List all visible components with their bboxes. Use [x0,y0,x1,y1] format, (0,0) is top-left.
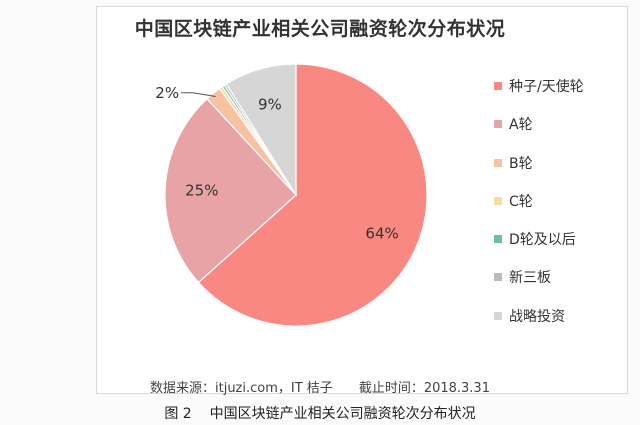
source-line: 数据来源：itjuzi.com，IT 桔子 截止时间：2018.3.31 [0,377,640,396]
legend-swatch-6 [494,311,502,320]
chart-legend: 种子/天使轮 A轮 B轮 C轮 D轮及以后新三板战略投资 [494,74,624,342]
figure-caption: 图 2 中国区块链产业相关公司融资轮次分布状况 [0,403,640,423]
pie-slice-6 [225,63,297,198]
legend-label-6: 战略投资 [509,308,565,325]
data-label-0: 64% [365,225,398,243]
legend-item-4: D轮及以后 [494,227,624,265]
chart-title: 中国区块链产业相关公司融资轮次分布状况 [134,18,506,40]
legend-item-0: 种子/天使轮 [494,74,624,112]
legend-item-1: A轮 [494,112,624,150]
legend-item-3: C轮 [494,189,624,227]
legend-label-4: D轮及以后 [509,232,576,249]
figure-caption-text: 中国区块链产业相关公司融资轮次分布状况 [209,406,476,422]
leader-line-2 [181,92,216,97]
legend-swatch-3 [494,196,502,205]
pie-slice-0 [197,63,428,327]
legend-item-2: B轮 [494,151,624,189]
legend-swatch-0 [494,82,502,90]
legend-swatch-1 [494,120,502,129]
legend-swatch-4 [494,235,502,244]
legend-label-3: C轮 [509,193,533,210]
legend-label-5: 新三板 [509,270,551,287]
data-label-1: 25% [185,182,218,200]
legend-label-1: A轮 [509,117,533,134]
data-label-2: 2% [155,84,179,102]
data-label-6: 9% [258,95,282,113]
figure-number: 图 2 [164,406,192,422]
source-text: 数据来源：itjuzi.com，IT 桔子 [150,381,333,396]
legend-swatch-2 [494,158,502,167]
legend-label-0: 种子/天使轮 [509,79,584,95]
legend-item-6: 战略投资 [494,304,624,342]
legend-label-2: B轮 [509,155,533,172]
cutoff-text: 截止时间：2018.3.31 [358,381,490,396]
legend-swatch-5 [494,273,502,282]
legend-item-5: 新三板 [494,265,624,303]
pie-slice-1 [164,97,297,284]
